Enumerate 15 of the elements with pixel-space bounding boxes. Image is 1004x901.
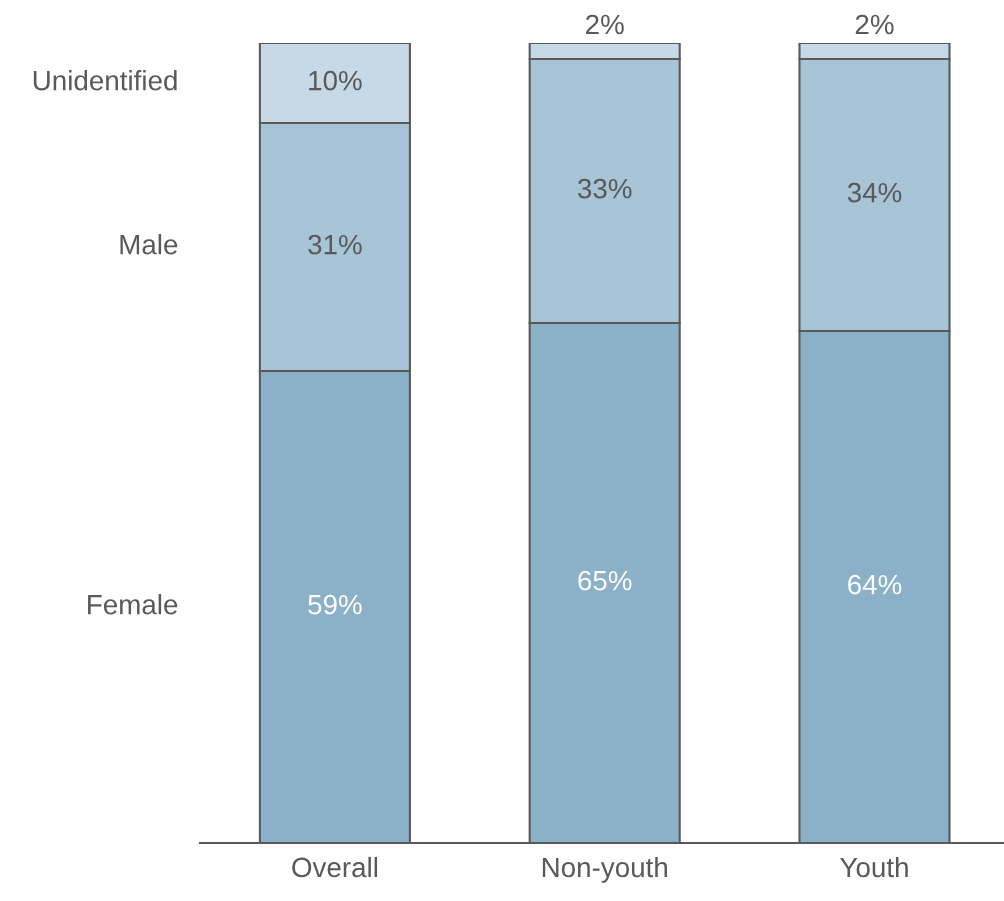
data-label: 59% xyxy=(308,594,362,615)
text: Male xyxy=(120,234,178,255)
data-label: 2% xyxy=(586,14,624,35)
x-tick-label: Overall xyxy=(292,856,378,878)
x-tick-label: Non-youth xyxy=(542,856,667,883)
data-label: 34% xyxy=(847,182,902,203)
x-tick-label: Youth xyxy=(840,856,908,878)
text: Unidentified xyxy=(33,70,177,91)
data-label: 65% xyxy=(578,570,632,591)
data-label: 31% xyxy=(308,234,362,255)
data-label: 64% xyxy=(848,574,902,595)
data-label: 33% xyxy=(577,178,632,199)
data-label: 10% xyxy=(309,70,362,91)
data-label: 2% xyxy=(855,14,894,35)
text: Female xyxy=(88,594,178,615)
